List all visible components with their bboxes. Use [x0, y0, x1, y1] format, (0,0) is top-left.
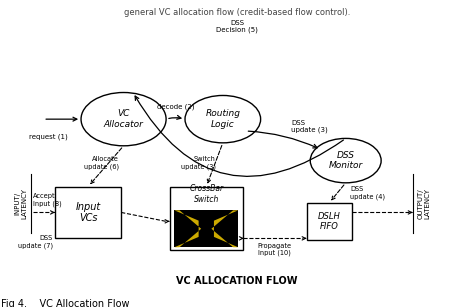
Text: Propagate
Input (10): Propagate Input (10): [258, 243, 292, 256]
Text: Allocate
update (6): Allocate update (6): [84, 157, 119, 170]
Text: INPUT/
LATENCY: INPUT/ LATENCY: [14, 188, 27, 219]
Circle shape: [185, 95, 261, 143]
Text: CrossBar
Switch: CrossBar Switch: [189, 184, 223, 204]
Bar: [307, 203, 352, 240]
Text: OUTPUT/
LATENCY: OUTPUT/ LATENCY: [417, 188, 430, 219]
Bar: [55, 187, 121, 238]
Text: DSS
update (3): DSS update (3): [292, 120, 328, 133]
Text: DSS
Decision (5): DSS Decision (5): [216, 20, 258, 33]
Text: VC ALLOCATION FLOW: VC ALLOCATION FLOW: [176, 276, 298, 286]
Text: VC
Allocator: VC Allocator: [104, 110, 144, 129]
Bar: [170, 187, 243, 250]
Polygon shape: [211, 210, 238, 247]
Circle shape: [81, 92, 166, 146]
Text: Fig 4.    VC Allocation Flow: Fig 4. VC Allocation Flow: [0, 299, 129, 307]
Text: Routing
Logic: Routing Logic: [205, 110, 240, 129]
Polygon shape: [174, 210, 201, 247]
Text: request (1): request (1): [29, 134, 68, 141]
Text: Input
VCs: Input VCs: [75, 202, 101, 223]
Text: DSS
update (7): DSS update (7): [18, 235, 53, 249]
Text: decode (2): decode (2): [157, 104, 194, 110]
Text: Accept
Input (8): Accept Input (8): [33, 193, 62, 207]
Text: general VC allocation flow (credit-based flow control).: general VC allocation flow (credit-based…: [124, 8, 350, 17]
Text: DSLH
FIFO: DSLH FIFO: [318, 212, 340, 231]
Bar: [174, 210, 238, 247]
Text: Switch
update (3): Switch update (3): [181, 157, 216, 170]
Text: DSS
update (4): DSS update (4): [350, 186, 385, 200]
Text: DSS
Monitor: DSS Monitor: [328, 151, 363, 170]
Circle shape: [310, 138, 381, 183]
